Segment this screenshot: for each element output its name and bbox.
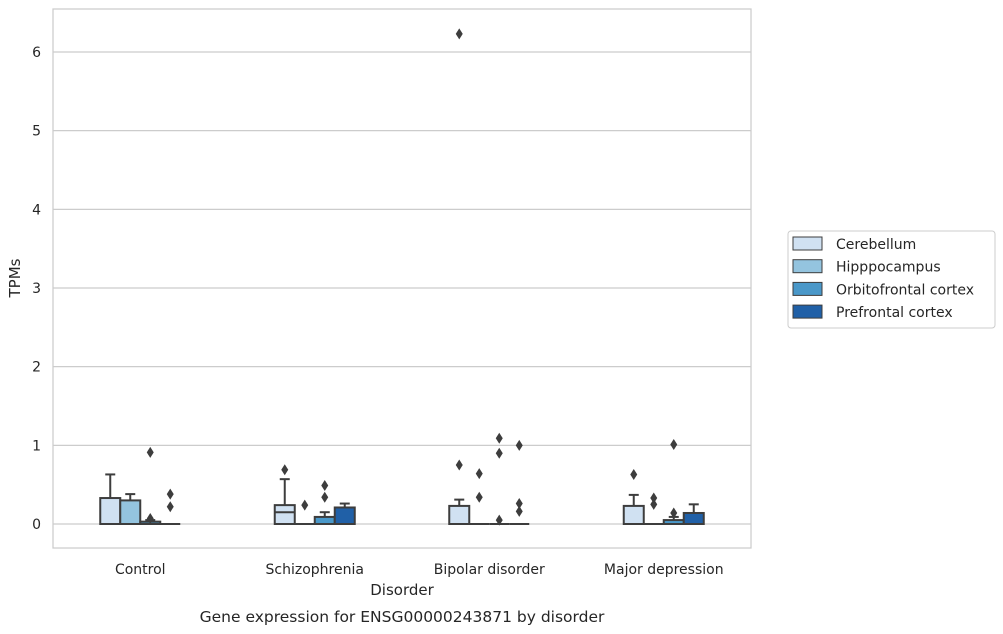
outlier-point: [495, 432, 503, 444]
outlier-point: [670, 439, 678, 451]
legend-swatch: [792, 281, 823, 296]
box-body: [622, 504, 645, 526]
outlier-point: [321, 491, 329, 503]
y-tick-label: 4: [32, 202, 41, 218]
outlier-point: [166, 488, 174, 500]
x-tick-label: Schizophrenia: [266, 562, 364, 578]
box-2-2: [489, 432, 510, 526]
y-tick-label: 2: [32, 360, 41, 376]
box-0-2: [448, 28, 471, 526]
legend-label: Cerebellum: [836, 237, 916, 253]
legend-swatch: [792, 259, 823, 274]
outlier-point: [455, 28, 463, 40]
x-tick-label: Major depression: [604, 562, 724, 578]
box-3-2: [509, 439, 530, 525]
y-tick-label: 5: [32, 124, 41, 140]
outlier-point: [670, 507, 678, 519]
box-body: [273, 504, 296, 525]
outlier-point: [146, 446, 154, 458]
box-2-1: [313, 479, 336, 525]
box-body: [313, 515, 336, 525]
y-tick-label: 0: [32, 517, 41, 533]
legend-frame: [787, 230, 996, 329]
box-3-3: [682, 503, 705, 526]
plot-frame: [52, 8, 752, 549]
box-1-3: [643, 492, 664, 525]
legend-label: Orbitofrontal cortex: [836, 282, 974, 298]
box-3-0: [160, 488, 181, 525]
box-body: [119, 499, 142, 525]
outlier-point: [630, 468, 638, 480]
x-axis-label: Disorder: [370, 581, 434, 599]
box-1-0: [119, 493, 142, 525]
outlier-point: [515, 505, 523, 517]
box-body: [333, 506, 356, 526]
x-tick-label: Control: [115, 562, 166, 578]
outlier-point: [321, 479, 329, 491]
outlier-point: [495, 514, 503, 526]
box-1-1: [294, 499, 315, 525]
box-0-3: [622, 468, 645, 526]
y-tick-label: 1: [32, 438, 41, 454]
outlier-point: [475, 491, 483, 503]
y-tick-label: 3: [32, 281, 41, 297]
box-body: [99, 497, 122, 526]
outlier-point: [166, 501, 174, 513]
x-tick-labels: Control Schizophrenia Bipolar disorder Majo…: [115, 562, 724, 578]
outlier-point: [301, 499, 309, 511]
x-tick-label: Bipolar disorder: [434, 562, 545, 578]
box-0-0: [99, 473, 122, 526]
boxes-layer: [99, 28, 705, 526]
outlier-point: [515, 439, 523, 451]
y-tick-label: 6: [32, 45, 41, 61]
outlier-point: [650, 492, 658, 504]
legend: Cerebellum Hipppocampus Orbitofrontal cort…: [787, 230, 996, 329]
box-body: [448, 504, 471, 526]
outlier-point: [455, 459, 463, 471]
legend-label: Hipppocampus: [836, 260, 941, 276]
box-0-1: [273, 464, 296, 525]
box-1-2: [469, 468, 490, 525]
box-2-3: [662, 439, 685, 525]
legend-swatch: [792, 304, 823, 319]
y-tick-labels: 0 1 2 3 4 5 6: [32, 45, 41, 533]
outlier-point: [475, 468, 483, 480]
grid-lines: [53, 51, 751, 525]
outlier-point: [146, 512, 154, 524]
legend-label: Prefrontal cortex: [836, 305, 953, 321]
outlier-point: [650, 498, 658, 510]
box-body: [682, 511, 705, 526]
chart-caption: Gene expression for ENSG00000243871 by d…: [200, 608, 605, 626]
outlier-point: [495, 447, 503, 459]
box-3-1: [333, 502, 356, 526]
y-axis-label: TPMs: [6, 258, 24, 298]
box-2-0: [139, 446, 162, 526]
outlier-point: [515, 498, 523, 510]
legend-swatch: [792, 236, 823, 251]
outlier-point: [281, 464, 289, 476]
